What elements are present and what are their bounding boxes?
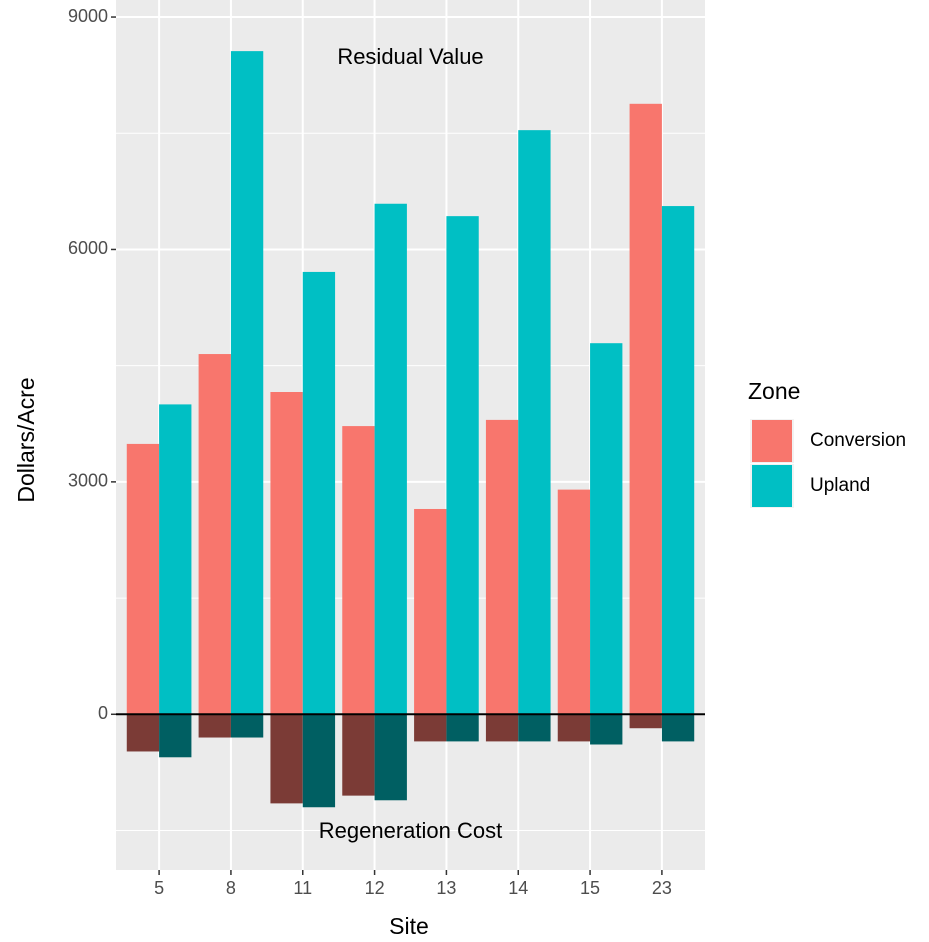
cost-bar — [518, 714, 551, 742]
legend-label: Conversion — [810, 430, 906, 451]
legend-title: Zone — [748, 378, 800, 404]
x-tick-label: 23 — [652, 878, 672, 898]
y-axis-title: Dollars/Acre — [13, 377, 39, 502]
bar — [230, 51, 264, 715]
x-tick-label: 15 — [580, 878, 600, 898]
bar — [590, 343, 623, 715]
cost-bar — [374, 714, 407, 801]
cost-bar — [159, 714, 192, 758]
bar — [270, 392, 303, 715]
cost-bar — [446, 714, 479, 742]
bars — [126, 51, 695, 808]
x-axis-title: Site — [389, 913, 429, 939]
cost-bar — [629, 714, 662, 729]
x-tick-label: 13 — [436, 878, 456, 898]
x-tick-label: 11 — [293, 878, 312, 898]
bar — [159, 404, 192, 715]
annotation: Regeneration Cost — [319, 818, 502, 843]
bar — [374, 203, 407, 715]
cost-bar — [126, 714, 160, 752]
bar — [629, 103, 662, 715]
bar — [661, 206, 695, 715]
cost-bar — [557, 714, 591, 742]
legend-label: Upland — [810, 475, 870, 496]
bar — [342, 426, 375, 715]
cost-bar — [485, 714, 519, 742]
cost-bar — [661, 714, 695, 742]
cost-bar — [342, 714, 375, 796]
legend-swatch — [752, 465, 792, 507]
legend-swatch — [752, 420, 792, 462]
bar — [557, 489, 591, 715]
bar — [302, 271, 336, 715]
cost-bar — [198, 714, 231, 738]
bar — [126, 443, 160, 715]
cost-bar — [414, 714, 447, 742]
y-tick-label: 9000 — [68, 6, 108, 26]
x-tick-label: 5 — [154, 878, 164, 898]
y-tick-label: 3000 — [68, 471, 108, 491]
cost-bar — [302, 714, 336, 808]
y-tick-label: 6000 — [68, 238, 108, 258]
annotation: Residual Value — [337, 44, 483, 69]
y-tick-label: 0 — [98, 703, 108, 723]
bar — [198, 354, 231, 715]
x-tick-label: 8 — [226, 878, 236, 898]
x-tick-label: 14 — [508, 878, 528, 898]
bar — [414, 508, 447, 715]
bar — [485, 419, 519, 715]
cost-bar — [590, 714, 623, 745]
cost-bar — [230, 714, 264, 738]
cost-bar — [270, 714, 303, 804]
bar — [446, 216, 479, 715]
x-tick-label: 12 — [365, 878, 385, 898]
bar — [518, 130, 551, 715]
